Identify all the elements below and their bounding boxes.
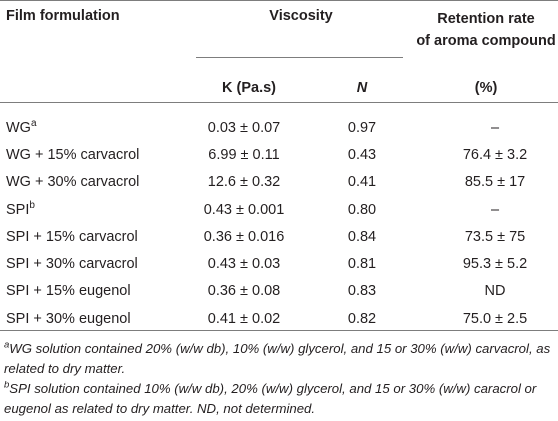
cell-retention: 76.4 ± 3.2	[462, 146, 528, 163]
bottom-rule	[0, 330, 558, 331]
table-row: WGa 0.03 ± 0.07 0.97 –	[0, 110, 558, 141]
footnote-b: bSPI solution contained 10% (w/w db), 20…	[4, 379, 554, 418]
cell-formulation: SPI + 30% carvacrol	[0, 250, 188, 277]
footnote-b-mark: b	[4, 379, 10, 391]
formulation-name: SPI + 30% carvacrol	[6, 256, 138, 273]
footnote-a-mark: a	[4, 339, 10, 351]
cell-k: 0.36 ± 0.08	[207, 283, 281, 300]
cell-retention: –	[490, 119, 500, 136]
table-row: WG + 30% carvacrol 12.6 ± 0.32 0.41 85.5 ± …	[0, 169, 558, 196]
header-rule	[0, 102, 558, 103]
header-pct: (%)	[474, 80, 498, 96]
table-row: SPI + 15% carvacrol 0.36 ± 0.016 0.84 73.5 …	[0, 223, 558, 250]
cell-n: 0.84	[347, 228, 377, 245]
cell-n: 0.80	[347, 201, 377, 218]
cell-k: 6.99 ± 0.11	[208, 146, 280, 163]
cell-formulation: SPI + 15% eugenol	[0, 278, 188, 305]
cell-formulation: SPIb	[0, 196, 188, 223]
cell-formulation: WGa	[0, 110, 188, 141]
formulation-name: SPI + 30% eugenol	[6, 310, 131, 327]
cell-n: 0.41	[347, 174, 377, 191]
formulation-name: SPI + 15% carvacrol	[6, 228, 138, 245]
footnote-a-text: WG solution contained 20% (w/w db), 10% …	[4, 341, 551, 376]
table-row: SPI + 15% eugenol 0.36 ± 0.08 0.83 ND	[0, 278, 558, 305]
footnote-marker: b	[29, 199, 35, 211]
header-row-2: K (Pa.s) N (%)	[0, 66, 558, 110]
header-retention: Retention rate of aroma compound	[414, 0, 558, 66]
cell-formulation: WG + 30% carvacrol	[0, 169, 188, 196]
top-rule	[0, 0, 558, 1]
cell-retention: 73.5 ± 75	[464, 228, 526, 245]
footnote-b-text: SPI solution contained 10% (w/w db), 20%…	[4, 381, 537, 416]
header-row-1: Film formulation Viscosity Retention rat…	[0, 0, 558, 66]
cell-n: 0.81	[347, 256, 377, 273]
cell-k: 0.43 ± 0.001	[203, 201, 285, 218]
header-retention-line1: Retention rate	[437, 11, 535, 27]
header-n: N	[356, 80, 368, 96]
cell-formulation: SPI + 30% eugenol	[0, 305, 188, 332]
table-row: SPI + 30% carvacrol 0.43 ± 0.03 0.81 95.3 ±…	[0, 250, 558, 277]
header-retention-line2: of aroma compound	[416, 33, 556, 49]
cell-retention: –	[490, 201, 500, 218]
formulation-name: SPI + 15% eugenol	[6, 283, 131, 300]
header-blank	[0, 66, 188, 110]
cell-n: 0.97	[347, 119, 377, 136]
table-row: WG + 15% carvacrol 6.99 ± 0.11 0.43 76.4 ± …	[0, 141, 558, 168]
cell-k: 0.03 ± 0.07	[207, 119, 281, 136]
cell-n: 0.43	[347, 146, 377, 163]
cell-k: 0.36 ± 0.016	[203, 228, 285, 245]
data-table: Film formulation Viscosity Retention rat…	[0, 0, 558, 332]
cell-retention: 75.0 ± 2.5	[462, 310, 528, 327]
footnotes: aWG solution contained 20% (w/w db), 10%…	[4, 339, 554, 419]
cell-retention: ND	[484, 283, 506, 300]
viscosity-divider	[196, 57, 403, 58]
cell-n: 0.83	[347, 283, 377, 300]
cell-k: 0.41 ± 0.02	[207, 310, 281, 327]
cell-k: 0.43 ± 0.03	[207, 256, 281, 273]
header-k: K (Pa.s)	[222, 80, 276, 96]
cell-retention: 85.5 ± 17	[464, 174, 526, 191]
table-body: WGa 0.03 ± 0.07 0.97 – WG + 15% carvacrol 6.9…	[0, 110, 558, 332]
cell-formulation: SPI + 15% carvacrol	[0, 223, 188, 250]
formulation-name: WG + 30% carvacrol	[6, 174, 140, 191]
header-film-formulation: Film formulation	[6, 8, 120, 24]
cell-n: 0.82	[347, 310, 377, 327]
table-row: SPI + 30% eugenol 0.41 ± 0.02 0.82 75.0 ± 2…	[0, 305, 558, 332]
formulation-name: WG	[6, 119, 31, 136]
cell-formulation: WG + 15% carvacrol	[0, 141, 188, 168]
formulation-name: WG + 15% carvacrol	[6, 146, 140, 163]
cell-retention: 95.3 ± 5.2	[462, 256, 528, 273]
footnote-marker: a	[30, 117, 37, 129]
header-viscosity: Viscosity	[269, 8, 333, 24]
table-row: SPIb 0.43 ± 0.001 0.80 –	[0, 196, 558, 223]
cell-k: 12.6 ± 0.32	[207, 174, 281, 191]
formulation-name: SPI	[6, 201, 30, 218]
footnote-a: aWG solution contained 20% (w/w db), 10%…	[4, 339, 554, 378]
